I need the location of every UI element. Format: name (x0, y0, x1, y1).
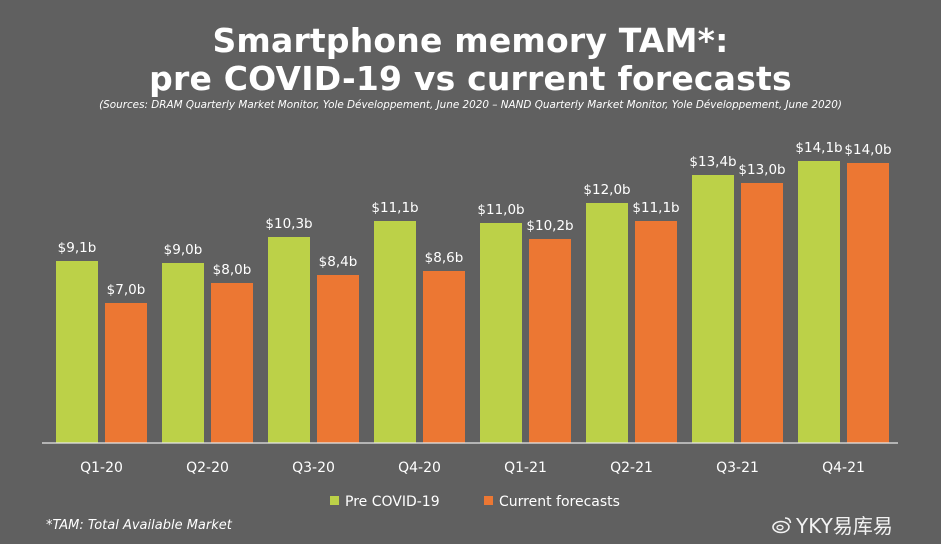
value-label-current-q3-20: $8,4b (319, 254, 358, 270)
value-label-current-q4-20: $8,6b (425, 250, 464, 266)
value-label-pre-covid-q1-21: $11,0b (477, 202, 524, 218)
watermark: YKY易库易 (772, 510, 893, 539)
bar-pre-covid-q1-21 (480, 223, 522, 443)
bar-current-q4-20 (423, 271, 465, 443)
bar-current-q3-21 (741, 183, 783, 443)
bar-current-q2-20 (211, 283, 253, 443)
x-tick-label-q4-21: Q4-21 (822, 460, 865, 476)
bar-current-q1-20 (105, 303, 147, 443)
bar-pre-covid-q3-21 (692, 175, 734, 443)
bars-group (56, 161, 889, 443)
value-label-current-q2-20: $8,0b (213, 262, 252, 278)
watermark-text: YKY易库易 (796, 514, 893, 538)
value-label-pre-covid-q3-20: $10,3b (265, 216, 312, 232)
footnote: *TAM: Total Available Market (46, 518, 232, 533)
bar-pre-covid-q4-20 (374, 221, 416, 443)
bar-pre-covid-q2-20 (162, 263, 204, 443)
legend: Pre COVID-19 Current forecasts (330, 494, 620, 510)
value-label-pre-covid-q1-20: $9,1b (58, 240, 97, 256)
chart-title-line-1: Smartphone memory TAM*: (212, 21, 729, 60)
bar-pre-covid-q1-20 (56, 261, 98, 443)
value-label-pre-covid-q2-21: $12,0b (583, 182, 630, 198)
x-tick-label-q1-20: Q1-20 (80, 460, 123, 476)
value-label-pre-covid-q3-21: $13,4b (689, 154, 736, 170)
value-label-current-q4-21: $14,0b (844, 142, 891, 158)
chart-sources: (Sources: DRAM Quarterly Market Monitor,… (99, 99, 842, 111)
x-tick-labels-group: Q1-20 Q2-20 Q3-20 Q4-20 Q1-21 Q2-21 Q3-21 Q4-21 (80, 460, 865, 476)
x-tick-label-q2-20: Q2-20 (186, 460, 229, 476)
value-labels-group: $9,1b $7,0b $9,0b $8,0b $10,3b $8,4b $11,1b $8,… (58, 140, 892, 298)
x-tick-label-q4-20: Q4-20 (398, 460, 441, 476)
x-tick-label-q3-21: Q3-21 (716, 460, 759, 476)
legend-label-pre-covid: Pre COVID-19 (345, 494, 440, 510)
x-tick-label-q3-20: Q3-20 (292, 460, 335, 476)
legend-swatch-current (484, 496, 493, 505)
bar-pre-covid-q2-21 (586, 203, 628, 443)
value-label-current-q1-21: $10,2b (526, 218, 573, 234)
value-label-current-q1-20: $7,0b (107, 282, 146, 298)
legend-swatch-pre-covid (330, 496, 339, 505)
legend-label-current: Current forecasts (499, 494, 620, 510)
value-label-pre-covid-q4-20: $11,1b (371, 200, 418, 216)
value-label-pre-covid-q4-21: $14,1b (795, 140, 842, 156)
weibo-icon (772, 516, 792, 533)
bar-pre-covid-q3-20 (268, 237, 310, 443)
x-tick-label-q2-21: Q2-21 (610, 460, 653, 476)
bar-current-q1-21 (529, 239, 571, 443)
chart-title-line-2: pre COVID-19 vs current forecasts (149, 59, 792, 98)
bar-current-q3-20 (317, 275, 359, 443)
bar-current-q2-21 (635, 221, 677, 443)
value-label-pre-covid-q2-20: $9,0b (164, 242, 203, 258)
bar-current-q4-21 (847, 163, 889, 443)
x-tick-label-q1-21: Q1-21 (504, 460, 547, 476)
bar-pre-covid-q4-21 (798, 161, 840, 443)
value-label-current-q3-21: $13,0b (738, 162, 785, 178)
value-label-current-q2-21: $11,1b (632, 200, 679, 216)
